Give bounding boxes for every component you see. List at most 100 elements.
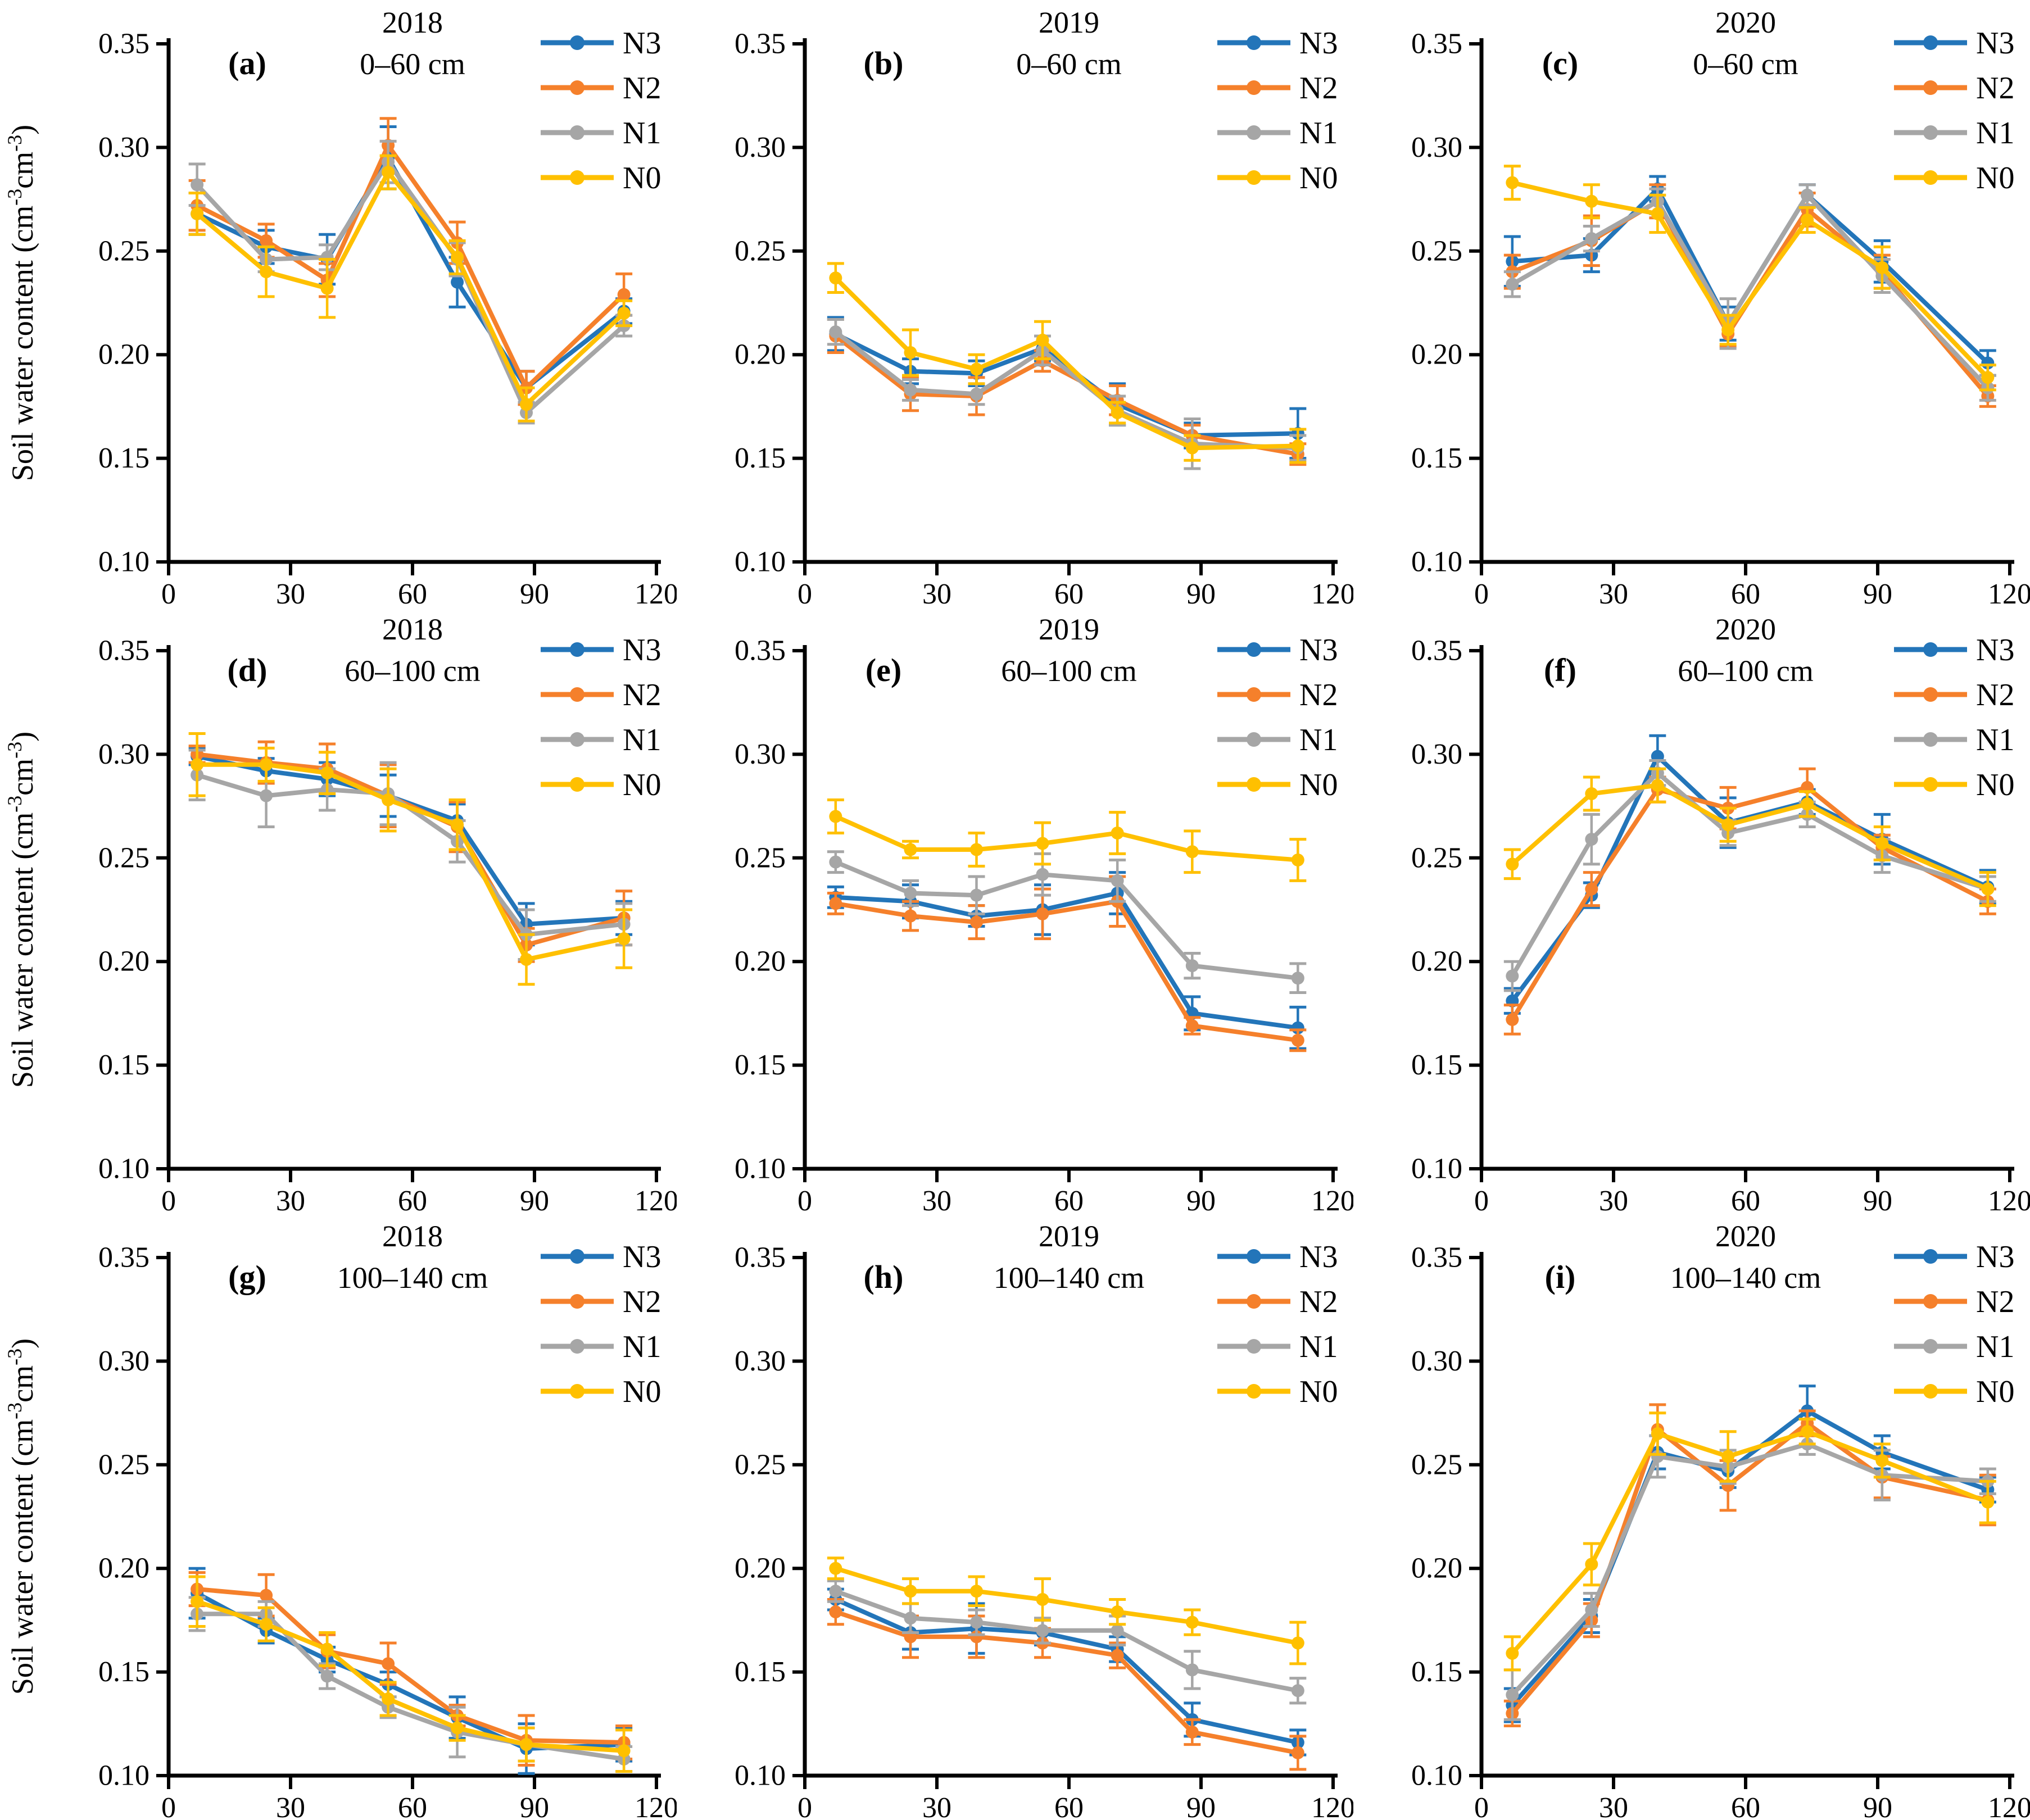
legend-label: N0 bbox=[1299, 161, 1338, 196]
legend-marker bbox=[570, 1384, 584, 1399]
series-N0-point bbox=[1801, 797, 1814, 811]
x-tick-label: 30 bbox=[922, 1185, 951, 1214]
legend-label: N1 bbox=[623, 1329, 661, 1364]
series-N0-point bbox=[1036, 333, 1049, 347]
axes: 0.10 0.15 0.20 0.25 0.30 0.35 0 30 60 90 120 bbox=[1411, 635, 2030, 1214]
legend-item-N1: N1 bbox=[1894, 1329, 2014, 1364]
series-N0-point bbox=[191, 1595, 204, 1608]
legend-item-N0: N0 bbox=[1217, 161, 1338, 196]
x-tick-label: 0 bbox=[161, 1792, 176, 1820]
legend-label: N1 bbox=[623, 723, 661, 757]
series-N0-point bbox=[1585, 194, 1598, 208]
legend-marker bbox=[1923, 732, 1938, 747]
x-tick-label: 60 bbox=[1054, 1792, 1084, 1820]
legend-marker bbox=[1923, 35, 1938, 50]
series-N0-point bbox=[1506, 857, 1519, 871]
series-N0-point bbox=[1721, 1450, 1735, 1463]
series-N0-point bbox=[829, 1562, 842, 1575]
series-N1 bbox=[1503, 183, 1996, 402]
y-tick-label: 0.30 bbox=[735, 738, 786, 770]
legend-marker bbox=[1923, 1384, 1938, 1399]
y-tick-label: 0.25 bbox=[98, 1449, 149, 1481]
series-N0-point bbox=[191, 207, 204, 220]
y-tick-label: 0.15 bbox=[735, 1656, 786, 1688]
legend-item-N3: N3 bbox=[1217, 1240, 1338, 1274]
y-tick-label: 0.10 bbox=[735, 546, 786, 578]
series-N0-point bbox=[1036, 1593, 1049, 1606]
series-N1-point bbox=[970, 888, 983, 902]
legend-marker bbox=[570, 1249, 584, 1264]
legend-label: N3 bbox=[1299, 26, 1338, 61]
legend-item-N3: N3 bbox=[541, 26, 661, 61]
legend-item-N1: N1 bbox=[1217, 723, 1338, 757]
x-tick-label: 90 bbox=[1186, 1792, 1216, 1820]
series-N2-point bbox=[1185, 1726, 1199, 1739]
legend-item-N1: N1 bbox=[541, 1329, 661, 1364]
y-tick-label: 0.10 bbox=[98, 1153, 149, 1185]
axes: 0.10 0.15 0.20 0.25 0.30 0.35 0 30 60 90 120 bbox=[1411, 1242, 2030, 1820]
series-N0-point bbox=[382, 1692, 395, 1706]
y-tick-label: 0.15 bbox=[735, 1049, 786, 1081]
chart-title-year: 2018 bbox=[382, 1219, 443, 1253]
chart-title-depth: 60–100 cm bbox=[1678, 654, 1813, 688]
series-N1-point bbox=[1036, 1624, 1049, 1637]
series-N0 bbox=[1503, 767, 1996, 907]
series-N0-point bbox=[1291, 439, 1304, 452]
series-N1 bbox=[188, 748, 633, 961]
x-tick-label: 0 bbox=[1474, 1792, 1489, 1820]
panel-f-chart: 0.10 0.15 0.20 0.25 0.30 0.35 0 30 60 90 120 2020 60… bbox=[1411, 612, 2030, 1214]
series-N1-point bbox=[970, 387, 983, 401]
series-N0-point bbox=[1875, 1454, 1889, 1467]
series-N0-point bbox=[1111, 406, 1124, 419]
legend-label: N0 bbox=[1299, 1374, 1338, 1409]
legend-marker bbox=[570, 732, 584, 747]
x-tick-label: 60 bbox=[398, 578, 427, 607]
x-tick-label: 0 bbox=[161, 578, 176, 607]
series-N0-point bbox=[1111, 1605, 1124, 1619]
chart-title-depth: 60–100 cm bbox=[345, 654, 480, 688]
series-N2-point bbox=[1111, 1649, 1124, 1662]
y-tick-label: 0.35 bbox=[98, 28, 149, 60]
series-N2-point bbox=[260, 1588, 273, 1602]
y-tick-label: 0.10 bbox=[735, 1153, 786, 1185]
series-N1-point bbox=[1291, 972, 1304, 985]
y-tick-label: 0.25 bbox=[1411, 842, 1462, 874]
panel-label: (f) bbox=[1544, 652, 1576, 688]
legend-label: N2 bbox=[623, 1285, 661, 1319]
x-tick-label: 0 bbox=[798, 1185, 812, 1214]
x-tick-label: 120 bbox=[1988, 1185, 2030, 1214]
chart-title-year: 2020 bbox=[1715, 6, 1776, 39]
y-tick-label: 0.25 bbox=[98, 842, 149, 874]
axes: 0.10 0.15 0.20 0.25 0.30 0.35 0 30 60 90 120 bbox=[98, 635, 677, 1214]
series-N0 bbox=[1503, 165, 1996, 392]
chart-title-depth: 100–140 cm bbox=[994, 1261, 1144, 1295]
x-tick-label: 90 bbox=[1863, 578, 1892, 607]
series-N1-point bbox=[1585, 1603, 1598, 1617]
chart-title-depth: 100–140 cm bbox=[337, 1261, 488, 1295]
legend-label: N2 bbox=[1976, 71, 2014, 106]
series-N1 bbox=[827, 850, 1307, 995]
legend-label: N0 bbox=[623, 1374, 661, 1409]
legend: N3 N2 N1 N0 bbox=[1217, 633, 1338, 802]
legend-label: N1 bbox=[1299, 1329, 1338, 1364]
x-tick-label: 60 bbox=[398, 1185, 427, 1214]
series-N0-point bbox=[1036, 837, 1049, 850]
panel-g-chart: 0.10 0.15 0.20 0.25 0.30 0.35 0 30 60 90 120 2018 10… bbox=[3, 1219, 677, 1820]
y-tick-label: 0.35 bbox=[98, 635, 149, 667]
x-tick-label: 90 bbox=[520, 1185, 549, 1214]
y-tick-label: 0.10 bbox=[735, 1760, 786, 1792]
legend-marker bbox=[1247, 732, 1261, 747]
series-N0-point bbox=[451, 1721, 464, 1735]
chart-title-year: 2019 bbox=[1039, 612, 1099, 646]
panel-label: (b) bbox=[864, 45, 904, 81]
legend-item-N1: N1 bbox=[1217, 116, 1338, 151]
series-N1-point bbox=[1111, 874, 1124, 887]
legend-item-N0: N0 bbox=[1217, 1374, 1338, 1409]
legend-item-N2: N2 bbox=[541, 678, 661, 712]
series-N1-point bbox=[1111, 1624, 1124, 1637]
legend-label: N1 bbox=[1976, 116, 2014, 151]
series-N1-point bbox=[1506, 1688, 1519, 1701]
legend-marker bbox=[570, 125, 584, 140]
series-N1-point bbox=[1585, 833, 1598, 846]
legend-marker bbox=[1247, 1384, 1261, 1399]
